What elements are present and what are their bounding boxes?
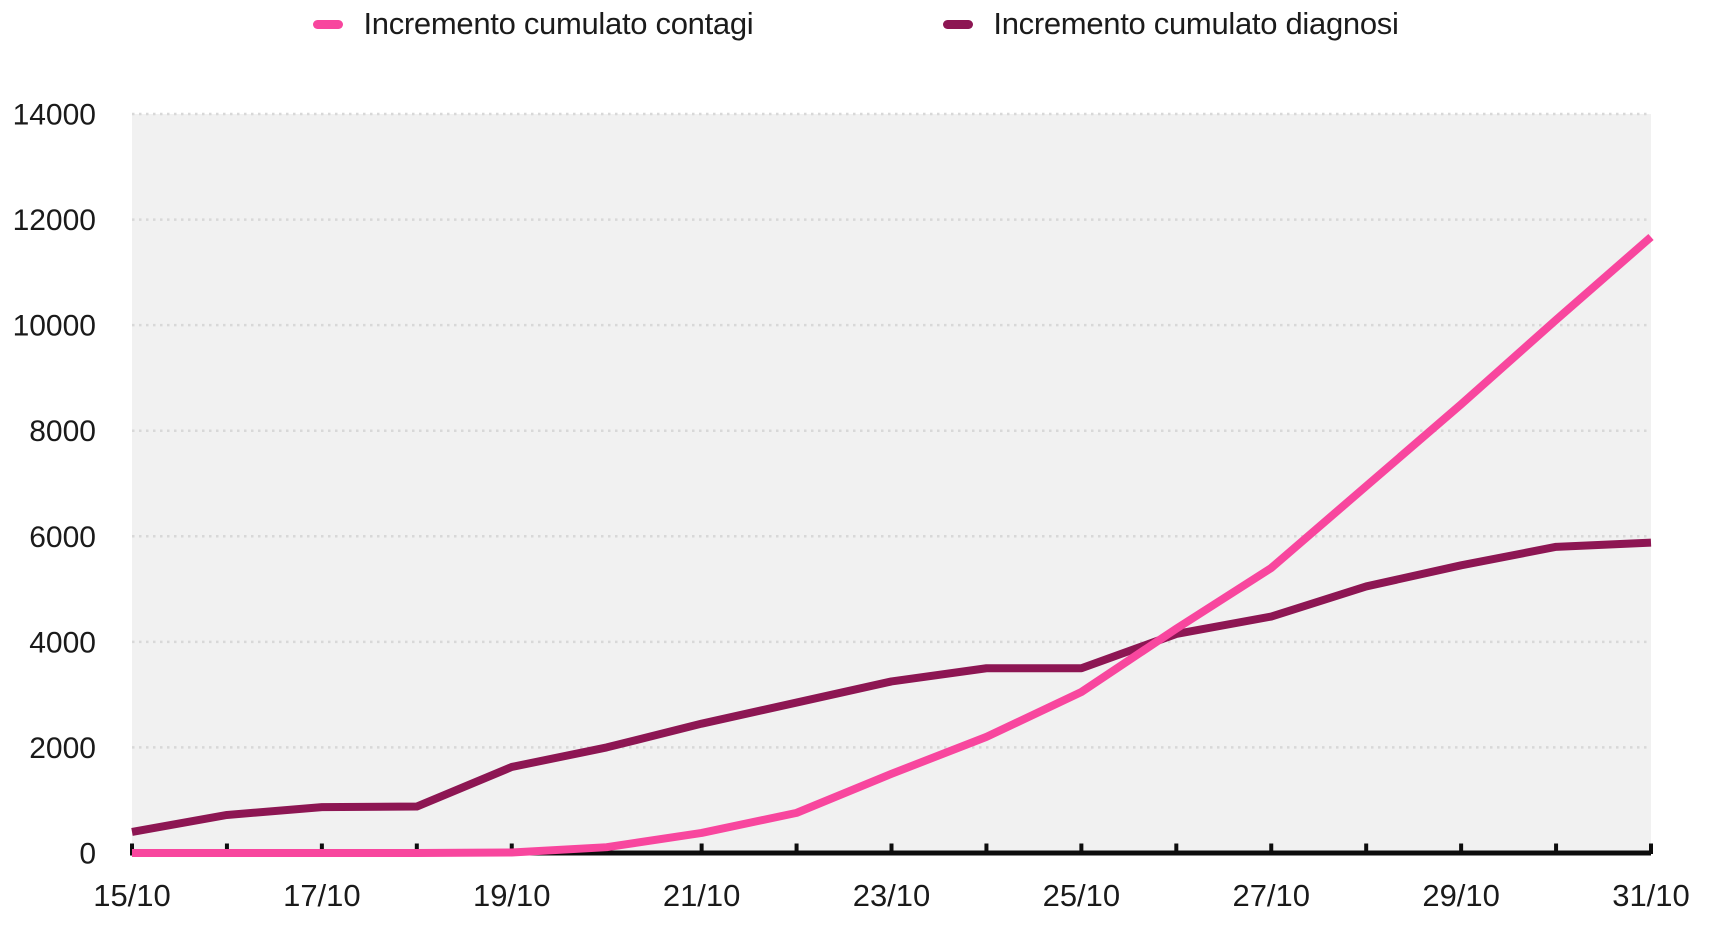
svg-text:14000: 14000 — [13, 99, 96, 132]
svg-text:8000: 8000 — [29, 415, 96, 448]
diagnosi-line — [131, 538, 1652, 836]
svg-text:15/10: 15/10 — [93, 878, 171, 913]
svg-text:4000: 4000 — [29, 626, 96, 659]
svg-text:0: 0 — [79, 838, 96, 871]
plot-area — [132, 114, 1651, 853]
legend: Incremento cumulato contagi Incremento c… — [0, 6, 1712, 42]
svg-text:27/10: 27/10 — [1232, 878, 1310, 913]
svg-text:25/10: 25/10 — [1043, 878, 1121, 913]
svg-text:29/10: 29/10 — [1422, 878, 1500, 913]
svg-text:19/10: 19/10 — [473, 878, 551, 913]
contagi-color-swatch — [313, 19, 344, 29]
legend-label-diagnosi: Incremento cumulato diagnosi — [993, 6, 1399, 41]
diagnosi-color-swatch — [943, 19, 974, 29]
svg-text:12000: 12000 — [13, 204, 96, 237]
contagi-line — [132, 233, 1654, 857]
legend-item-contagi: Incremento cumulato contagi — [313, 6, 754, 42]
svg-text:23/10: 23/10 — [853, 878, 931, 913]
svg-text:17/10: 17/10 — [283, 878, 361, 913]
svg-text:10000: 10000 — [13, 310, 96, 343]
svg-text:31/10: 31/10 — [1612, 878, 1690, 913]
legend-label-contagi: Incremento cumulato contagi — [363, 6, 754, 41]
x-axis-labels: 15/10 17/10 19/10 21/10 23/10 25/10 27/10 29/10… — [93, 878, 1690, 913]
y-axis-labels: 0 2000 4000 6000 8000 10000 12000 14000 — [13, 99, 96, 871]
gridlines — [132, 112, 1651, 749]
svg-text:2000: 2000 — [29, 732, 96, 765]
legend-item-diagnosi: Incremento cumulato diagnosi — [943, 6, 1399, 42]
svg-text:21/10: 21/10 — [663, 878, 741, 913]
svg-text:6000: 6000 — [29, 521, 96, 554]
